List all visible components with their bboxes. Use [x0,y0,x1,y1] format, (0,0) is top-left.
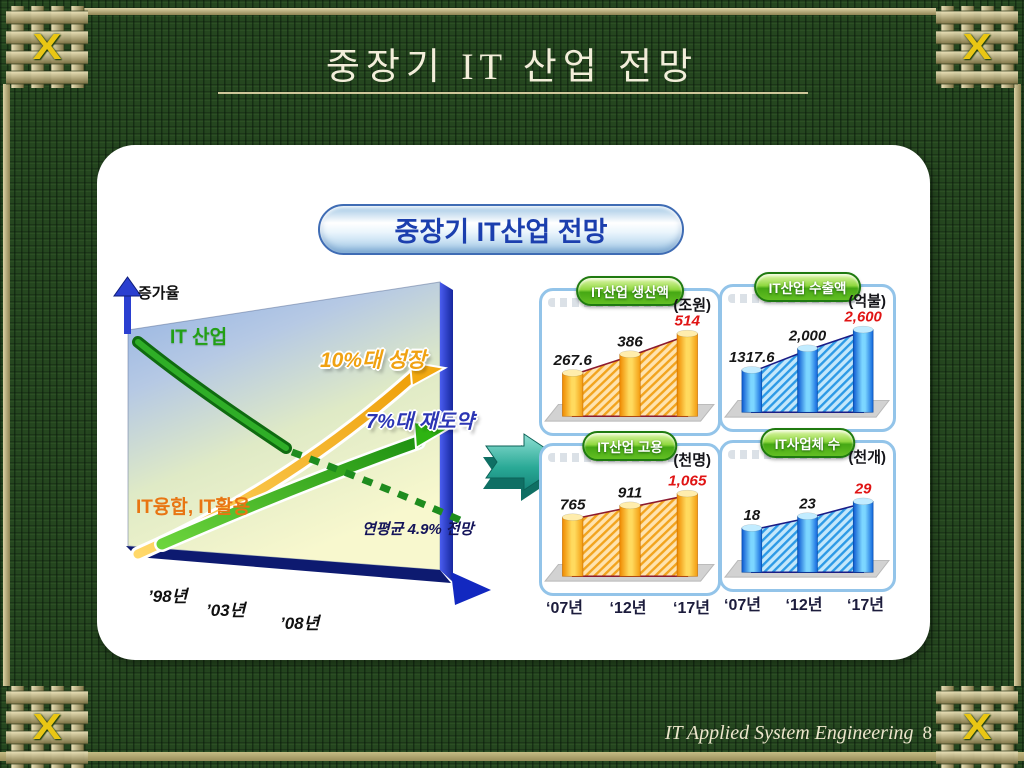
trend-forecast-label: 연평균 4.9% 전망 [362,521,474,538]
bar-cap [676,329,698,338]
bar [562,372,584,417]
x-axis-ticks: ‘07년 ‘12년 ‘17년 [724,591,884,615]
bar-value-label: 23 [798,496,816,512]
bar [676,493,698,577]
x-ornament-icon: X [32,26,62,67]
trend-x-tick: ’98년 [148,587,188,606]
corner-weave-ornament-bottom-left: X [6,686,88,768]
bar-chart-panel-production: IT산업 생산액 (조원) 267.6 386 514 [539,276,721,436]
chart-unit-label: (억불) [848,293,886,310]
bar [619,353,641,417]
chart-title-pill: IT산업 고용 [582,431,678,461]
bar [797,515,818,573]
bar-cap [562,513,584,521]
bar-value-label: 2,000 [788,328,827,344]
border-line-top [84,8,936,15]
bar-chart-panel-employment: IT산업 고용 (천명) 765 911 1,065 [539,431,721,596]
x-tick-label: ‘17년 [847,597,884,614]
bar-value-label: 911 [618,485,642,502]
border-line-bottom [0,752,1024,761]
corner-weave-ornament-top-right: X [936,6,1018,88]
border-line-left [3,84,10,686]
x-tick-label: ‘07년 [546,600,583,617]
bar-cap [741,524,763,532]
bar-plot: 1317.6 2,000 2,600 [723,308,891,418]
bar-value-label: 2,600 [844,310,883,326]
bar-cap [852,325,874,334]
bar-plot: 765 911 1,065 [544,472,715,582]
chart-title-pill: IT산업 생산액 [576,276,684,306]
heading-pill: 중장기 IT산업 전망 [318,204,684,255]
bar-cap [797,512,818,520]
corner-weave-ornament-bottom-right: X [936,686,1018,768]
bar-value-label: 29 [854,482,872,498]
x-tick-label: ‘12년 [609,600,647,617]
x-axis-ticks: ‘07년 ‘12년 ‘17년 [546,594,710,618]
page-title: 중장기 IT 산업 전망 [325,47,699,88]
chart-unit-label: (조원) [673,297,711,314]
bar [852,501,874,573]
trend-yaxis-label: 증가율 [138,285,180,302]
bar-cap [797,344,818,352]
border-line-right [1014,84,1021,686]
x-tick-label: ‘17년 [673,600,710,617]
bar-cap [676,489,698,498]
x-ornament-icon: X [962,26,992,67]
trend-growth-annotation: 10%대 성장 [320,349,426,372]
bar [676,333,698,417]
corner-weave-ornament-top-left: X [6,6,88,88]
bar [619,505,641,577]
bar-value-label: 765 [560,497,586,514]
bar-chart-panel-companies: IT사업체 수 (천개) 18 23 29 [719,428,896,592]
bar-plot: 267.6 386 514 [544,312,715,422]
bar-cap [852,497,874,506]
bar-value-label: 1317.6 [729,350,775,366]
x-tick-label: ‘07년 [724,597,761,614]
chart-unit-label: (천개) [848,449,886,466]
right-arrow-icon [483,433,567,501]
bar-cap [562,369,584,377]
trend-it-industry-label: IT 산업 [170,327,228,348]
bar-cap [619,501,641,510]
chart-title-pill: IT산업 수출액 [753,272,862,302]
bar-value-label: 267.6 [552,352,592,369]
page-number: 8 [922,723,933,744]
trend-chart-graphic [113,276,491,605]
x-tick-label: ‘12년 [785,597,823,614]
bar-value-label: 386 [617,334,643,351]
trend-fusion-label: IT융합, IT활용 [136,497,251,518]
bar-plot: 18 23 29 [723,480,891,578]
title-divider [218,92,808,94]
bar [852,329,874,413]
trend-x-tick: ’08년 [280,614,320,633]
trend-rebound-annotation: 7%대 재도약 [366,411,475,433]
bar-value-label: 514 [675,313,701,330]
bar [562,516,584,577]
bar-chart-panel-export: IT산업 수출액 (억불) 1317.6 2,000 2,600 [719,272,896,432]
footer: IT Applied System Engineering 8 [665,722,932,745]
chart-unit-label: (천명) [673,452,711,469]
footer-text: IT Applied System Engineering [664,722,914,744]
x-ornament-icon: X [32,706,62,747]
bar-cap [619,350,641,358]
trend-x-tick: ’03년 [206,601,246,620]
bar [741,369,763,413]
bar [741,527,763,573]
chart-title-pill: IT사업체 수 [759,428,856,458]
bar [797,347,818,413]
bar-cap [741,366,763,374]
bar-value-label: 1,065 [668,473,707,490]
x-ornament-icon: X [962,706,992,747]
bar-value-label: 18 [744,508,761,524]
